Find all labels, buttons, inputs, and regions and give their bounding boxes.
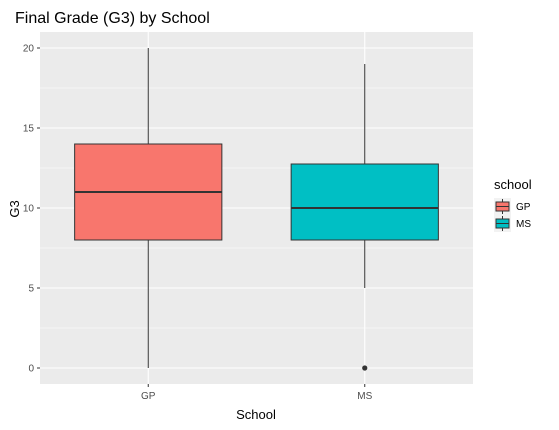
y-tick-label: 15 — [23, 124, 35, 135]
y-tick-label: 20 — [23, 44, 35, 55]
outlier-point — [362, 365, 368, 371]
legend-label: MS — [516, 219, 531, 230]
box-gp — [74, 48, 223, 368]
legend: school GP MS — [494, 177, 532, 232]
y-axis-title: G3 — [7, 200, 22, 217]
legend-label: GP — [516, 202, 531, 213]
legend-items: GP MS — [494, 198, 531, 232]
x-tick-label: GP — [141, 391, 156, 402]
y-axis-ticks: 0 5 10 15 20 — [23, 44, 40, 375]
x-axis-ticks: GP MS — [141, 384, 373, 402]
x-tick-label: MS — [357, 391, 372, 402]
y-tick-label: 10 — [23, 204, 35, 215]
y-tick-label: 0 — [28, 364, 34, 375]
legend-title: school — [494, 177, 532, 192]
iqr-box — [290, 163, 439, 241]
x-axis-title: School — [236, 407, 276, 422]
boxes — [74, 48, 439, 371]
y-tick-label: 5 — [28, 284, 34, 295]
chart-title: Final Grade (G3) by School — [15, 10, 210, 27]
legend-item-ms: MS — [494, 215, 531, 232]
box-ms — [290, 64, 439, 371]
legend-item-gp: GP — [494, 198, 531, 215]
